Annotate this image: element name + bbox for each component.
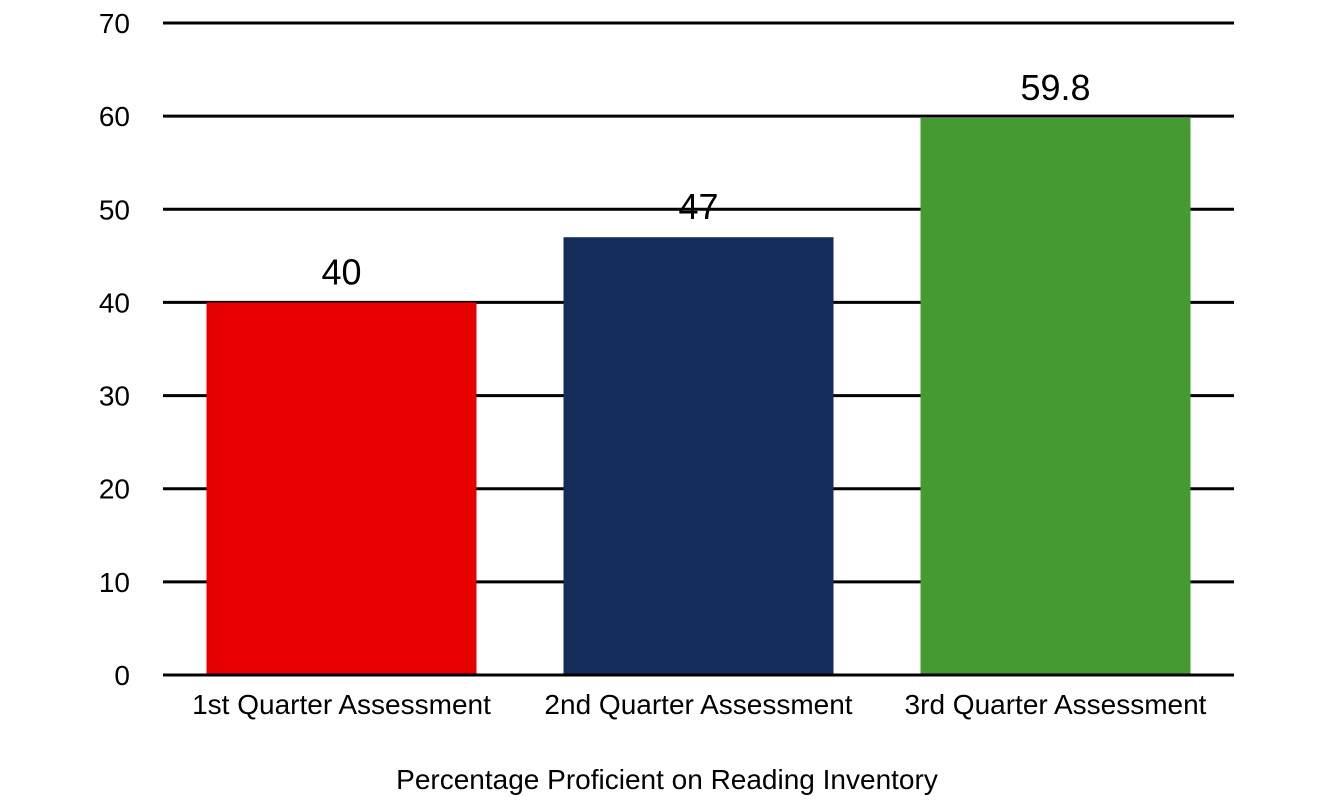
y-tick-label-10: 10	[99, 567, 130, 598]
y-tick-label-0: 0	[114, 660, 130, 691]
category-label-2: 2nd Quarter Assessment	[544, 689, 852, 720]
y-tick-label-60: 60	[99, 101, 130, 132]
data-label-1: 40	[321, 251, 361, 292]
y-tick-label-70: 70	[99, 8, 130, 39]
y-tick-label-40: 40	[99, 287, 130, 318]
x-axis-category-labels: 1st Quarter Assessment 2nd Quarter Assess…	[192, 689, 1207, 720]
bars	[163, 118, 1234, 677]
bar-1	[206, 302, 477, 675]
data-labels: 40 47 59.8	[321, 67, 1090, 292]
category-label-1: 1st Quarter Assessment	[192, 689, 491, 720]
y-tick-label-50: 50	[99, 194, 130, 225]
y-axis-tick-labels: 0 10 20 30 40 50 60 70	[99, 8, 130, 691]
x-axis-title: Percentage Proficient on Reading Invento…	[396, 764, 938, 795]
data-label-2: 47	[678, 186, 718, 227]
data-label-3: 59.8	[1020, 67, 1090, 108]
bar-3	[920, 118, 1191, 675]
bar-2	[563, 237, 834, 675]
y-tick-label-20: 20	[99, 474, 130, 505]
y-tick-label-30: 30	[99, 381, 130, 412]
category-label-3: 3rd Quarter Assessment	[905, 689, 1207, 720]
